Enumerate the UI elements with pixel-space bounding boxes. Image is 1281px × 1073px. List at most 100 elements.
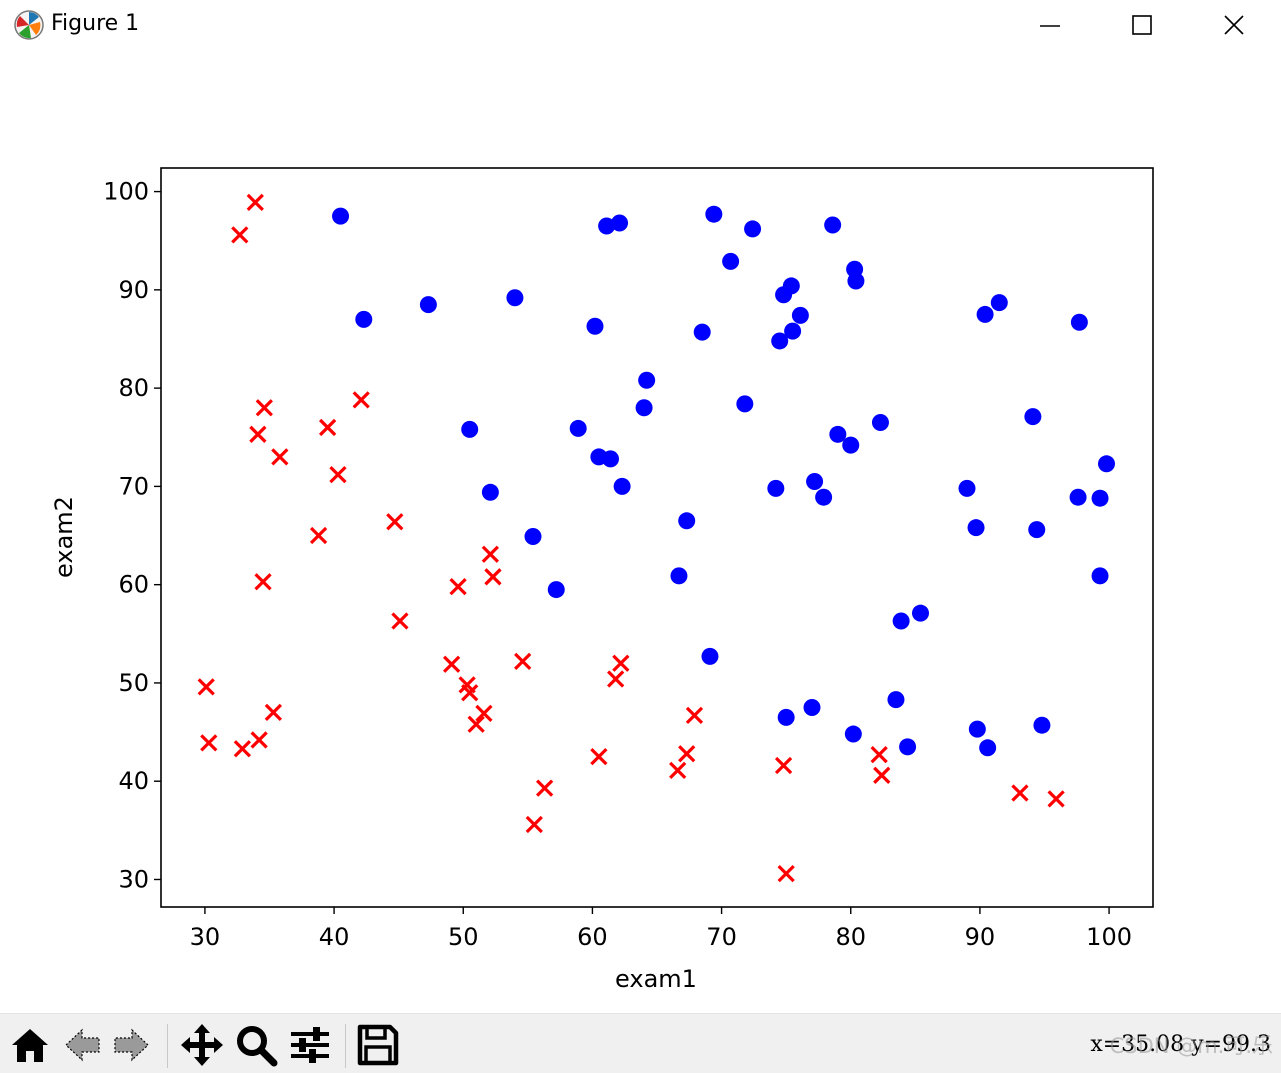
- data-point-x: [607, 670, 625, 688]
- close-icon: [1224, 15, 1244, 35]
- data-point-circle: [602, 450, 619, 468]
- data-point-circle: [782, 277, 800, 295]
- data-point-circle: [871, 414, 889, 432]
- data-point-circle: [638, 371, 656, 389]
- back-icon: [65, 1028, 100, 1062]
- data-point-circle: [990, 294, 1008, 312]
- data-point-x: [271, 448, 289, 466]
- home-button[interactable]: [8, 1024, 52, 1066]
- scatter-chart: exam1 exam2 30 40 50 60 70 80 90 100 30 40 50 60 70 8…: [50, 167, 1154, 993]
- data-point-x: [442, 655, 461, 673]
- y-tick-label: 30: [118, 865, 149, 893]
- maximize-icon: [1132, 15, 1152, 35]
- data-point-x: [535, 779, 554, 797]
- data-point-x: [264, 703, 283, 722]
- zoom-icon: [237, 1026, 278, 1067]
- x-tick-label: 50: [448, 923, 479, 951]
- zoom-button[interactable]: [234, 1024, 278, 1067]
- y-tick-label: 90: [118, 276, 149, 304]
- data-point-circle: [635, 399, 653, 417]
- data-point-x: [255, 399, 273, 417]
- data-point-circle: [967, 519, 985, 537]
- data-point-circle: [598, 217, 616, 235]
- matplotlib-logo-icon: [14, 10, 44, 40]
- forward-button[interactable]: [110, 1024, 154, 1066]
- data-point-x: [774, 756, 793, 775]
- navigation-toolbar: [0, 1013, 1281, 1073]
- data-point-x: [329, 465, 347, 484]
- data-point-x: [200, 734, 218, 752]
- x-tick-label: 60: [577, 923, 608, 951]
- minimize-button[interactable]: [1004, 0, 1096, 50]
- data-point-circle: [355, 310, 373, 328]
- forward-icon: [114, 1028, 149, 1062]
- configure-subplots-button[interactable]: [288, 1024, 332, 1066]
- close-button[interactable]: [1188, 0, 1280, 50]
- axes-frame: [160, 167, 1154, 908]
- x-tick-label: 80: [835, 923, 866, 951]
- y-tick-label: 100: [103, 178, 149, 206]
- y-axis-label: exam2: [50, 496, 78, 578]
- configure-subplots-icon: [291, 1027, 329, 1063]
- data-point-x: [386, 513, 404, 531]
- home-icon: [12, 1029, 48, 1062]
- pan-button[interactable]: [180, 1024, 224, 1066]
- data-point-circle: [806, 472, 824, 490]
- data-point-x: [612, 654, 630, 672]
- data-point-circle: [847, 272, 865, 290]
- data-point-circle: [976, 305, 994, 323]
- data-point-x: [309, 526, 328, 545]
- data-point-circle: [912, 604, 929, 622]
- x-tick-label: 100: [1086, 923, 1132, 951]
- pan-icon: [181, 1024, 223, 1066]
- data-point-x: [685, 706, 704, 725]
- data-point-circle: [481, 483, 499, 501]
- watermark-text: CSDN @m.可.乐: [1109, 1034, 1273, 1058]
- data-point-circle: [332, 207, 350, 225]
- data-point-circle: [611, 214, 629, 232]
- data-point-circle: [693, 323, 711, 341]
- data-point-x: [475, 704, 493, 723]
- data-point-x: [525, 815, 543, 834]
- x-tick-label: 30: [190, 923, 221, 951]
- data-point-circle: [678, 512, 696, 530]
- data-point-circle: [586, 317, 604, 335]
- data-point-circle: [777, 708, 795, 726]
- window-titlebar: Figure 1: [0, 0, 1281, 50]
- data-point-circle: [767, 479, 785, 497]
- data-point-circle: [844, 725, 862, 743]
- data-point-circle: [1091, 567, 1109, 585]
- save-button[interactable]: [356, 1024, 400, 1066]
- data-point-x: [514, 652, 532, 670]
- toolbar-separator: [167, 1024, 168, 1068]
- data-point-circle: [892, 612, 910, 630]
- data-point-circle: [887, 691, 905, 709]
- data-point-x: [777, 864, 795, 883]
- data-point-x: [1047, 790, 1065, 808]
- data-point-circle: [1033, 716, 1051, 734]
- data-point-x: [590, 748, 608, 766]
- data-point-circle: [771, 332, 789, 350]
- data-point-x: [246, 193, 264, 212]
- data-point-x: [449, 578, 467, 596]
- data-point-x: [467, 715, 485, 733]
- maximize-button[interactable]: [1096, 0, 1188, 50]
- y-tick-label: 40: [118, 767, 149, 795]
- x-tick-label: 90: [965, 923, 996, 951]
- data-point-circle: [722, 252, 740, 270]
- data-point-circle: [803, 699, 821, 717]
- data-point-x: [254, 573, 272, 591]
- data-point-x: [678, 745, 696, 763]
- back-button[interactable]: [60, 1024, 104, 1066]
- data-point-x: [249, 425, 267, 443]
- data-point-circle: [1091, 489, 1109, 507]
- y-tick-label: 50: [118, 669, 149, 697]
- data-point-circle: [979, 739, 997, 757]
- data-point-circle: [824, 216, 842, 234]
- data-point-circle: [958, 479, 976, 497]
- figure-canvas[interactable]: exam1 exam2 30 40 50 60 70 80 90 100 30 40 50 60 70 8…: [0, 50, 1281, 1013]
- data-point-x: [391, 612, 409, 630]
- data-point-x: [352, 391, 370, 409]
- data-point-circle: [744, 220, 762, 238]
- data-point-circle: [506, 289, 524, 307]
